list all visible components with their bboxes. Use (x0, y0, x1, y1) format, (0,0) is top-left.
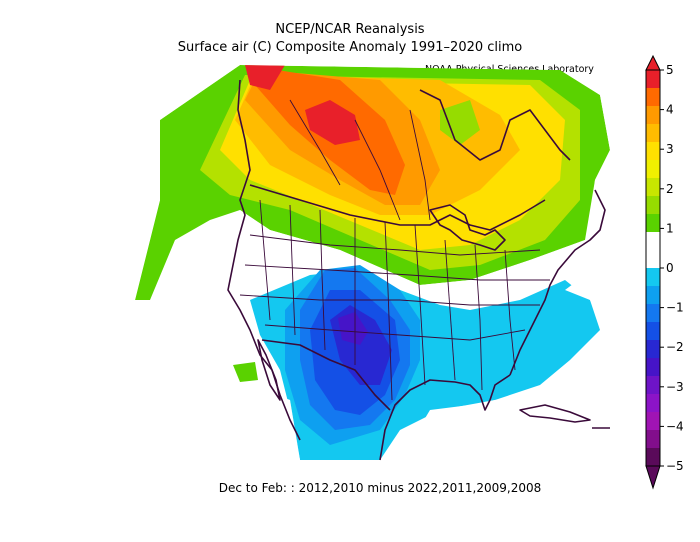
colorbar-segment (646, 268, 660, 287)
colorbar-segment (646, 286, 660, 305)
border-line (249, 234, 541, 256)
colorbar-segment (646, 412, 660, 431)
colorbar-tick-label: 2 (666, 182, 674, 196)
anomaly-zone-baja-green (233, 362, 258, 382)
coastlines (227, 79, 610, 461)
border-line (259, 199, 271, 321)
date-range-caption: Dec to Feb: : 2012,2010 minus 2022,2011,… (218, 481, 542, 495)
colorbar-segment (646, 124, 660, 143)
map-title: NCEP/NCAR Reanalysis (275, 22, 425, 37)
us-mexico-border (261, 339, 391, 411)
colorbar-segment (646, 196, 660, 215)
colorbar-tick-label: 0 (666, 261, 674, 275)
colorbar-segment (646, 430, 660, 449)
colorbar-segment (646, 232, 660, 251)
border-line (444, 239, 456, 381)
colorbar-segment (646, 142, 660, 161)
border-line (384, 221, 393, 401)
border-line (409, 109, 431, 221)
border-line (414, 224, 426, 386)
anomaly-zone-green-north (440, 100, 480, 145)
us-canada-border (249, 184, 546, 231)
colorbar-segment (646, 160, 660, 179)
colorbar-tick-label: −1 (666, 301, 684, 315)
colorbar-segment (646, 340, 660, 359)
baja-coastline (257, 339, 281, 401)
border-line (319, 209, 326, 351)
colorbar-segment (646, 106, 660, 125)
colorbar-top-arrow (645, 54, 661, 71)
border-line (239, 294, 540, 306)
border-line (289, 204, 296, 336)
state-borders (239, 99, 550, 401)
hudson-coastline (419, 89, 571, 161)
colorbar-tick-label: −4 (666, 419, 684, 433)
anomaly-zone-south-neutral (400, 380, 610, 460)
colorbar-tick-label: 5 (666, 63, 674, 77)
gulf-coastline (379, 374, 511, 461)
great-lakes (429, 204, 506, 251)
colorbar-segment (646, 70, 660, 89)
border-line (244, 264, 550, 281)
colorbar-segment (646, 304, 660, 323)
colorbar-tick-label: −3 (666, 380, 684, 394)
colorbar-segment (646, 214, 660, 233)
anomaly-zone-red-north (245, 65, 285, 90)
colorbar-tick-label: 3 (666, 142, 674, 156)
border-line (289, 99, 341, 186)
colorbar-segment (646, 394, 660, 413)
border-line (354, 119, 401, 221)
border-line (264, 324, 526, 341)
colorbar-segment (646, 88, 660, 107)
colorbar-segment (646, 178, 660, 197)
atlantic-coastline (509, 189, 606, 376)
border-line (504, 249, 516, 371)
colorbar-segment (646, 376, 660, 395)
anomaly-zone-red (305, 100, 360, 145)
colorbar-segment (646, 250, 660, 269)
colorbar-tick-label: −2 (666, 340, 684, 354)
colorbar-tick-label: 4 (666, 103, 674, 117)
map-subtitle: Surface air (C) Composite Anomaly 1991–2… (177, 40, 523, 55)
colorbar-tick-label: 1 (666, 221, 674, 235)
colorbar-segment (646, 448, 660, 467)
cuba-coastline (519, 404, 591, 423)
border-line (474, 244, 483, 391)
anomaly-zone-violet (338, 312, 368, 345)
colorbar-segment (646, 322, 660, 341)
colorbar-segment (646, 358, 660, 377)
colorbar-tick-label: −5 (666, 459, 684, 473)
